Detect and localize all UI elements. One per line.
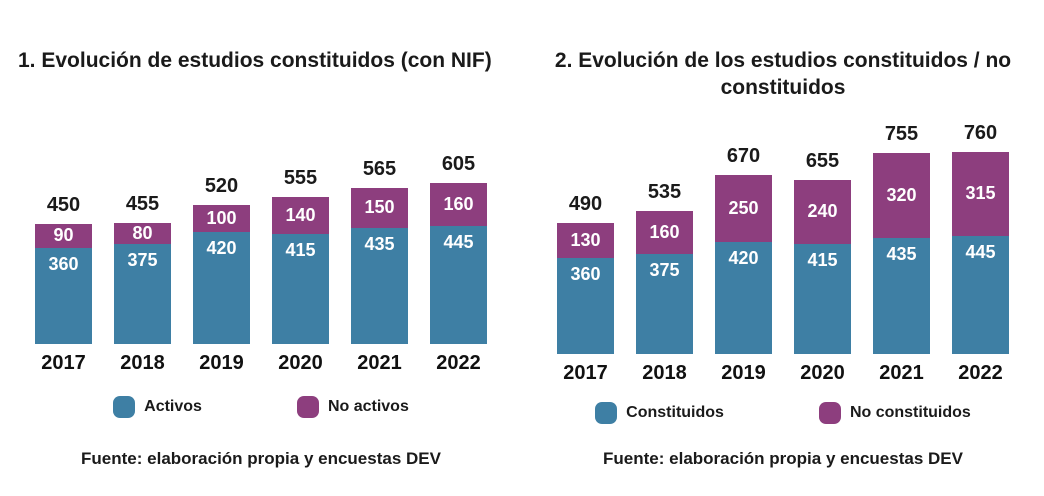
legend-label-activos: Activos [144, 397, 202, 415]
bar-segment-activos: 360 [35, 247, 92, 344]
bar-column-2021: 755 320 435 2021 [873, 123, 930, 384]
x-axis-label: 2021 [879, 361, 924, 384]
legend-label-no-constituidos: No constituidos [849, 403, 971, 421]
bars-area: 490 130 360 2017 535 160 375 2018 670 250 420 2019 6… [522, 122, 1044, 384]
bar-segment-no-activos: 140 [272, 196, 329, 234]
legend-item-constituidos: Constituidos [595, 401, 724, 424]
x-axis-label: 2017 [41, 351, 86, 374]
legend-swatch-constituidos [595, 401, 618, 424]
bar-column-2017: 450 90 360 2017 [35, 194, 92, 374]
legend-swatch-activos [113, 395, 136, 418]
bar-total-label: 535 [647, 180, 682, 203]
bar-segment-activos: 435 [351, 227, 408, 344]
bar-segment-activos: 375 [114, 243, 171, 344]
legend-item-activos: Activos [113, 395, 202, 418]
legend-swatch-no-activos [296, 395, 319, 418]
legend-item-no-constituidos: No constituidos [818, 401, 971, 424]
bars-area: 450 90 360 2017 455 80 375 2018 520 100 420 2019 555… [0, 144, 522, 374]
source-note-2: Fuente: elaboración propia y encuestas D… [603, 448, 963, 468]
bar-column-2020: 655 240 415 2020 [794, 150, 851, 384]
x-axis-label: 2018 [120, 351, 165, 374]
bar-total-label: 755 [884, 122, 919, 145]
x-axis-label: 2017 [563, 361, 608, 384]
bar-column-2022: 605 160 445 2022 [430, 153, 487, 374]
bar-column-2022: 760 315 445 2022 [952, 122, 1009, 384]
bar-column-2020: 555 140 415 2020 [272, 167, 329, 374]
bar-segment-no-activos: 100 [193, 204, 250, 232]
legend-2: Constituidos No constituidos [522, 401, 1044, 424]
bar-total-label: 605 [441, 152, 476, 175]
legend-label-no-activos: No activos [327, 397, 409, 415]
bar-column-2018: 535 160 375 2018 [636, 181, 693, 384]
bar-total-label: 555 [283, 166, 318, 189]
bar-segment-no-constituidos: 320 [873, 152, 930, 238]
bar-segment-activos: 415 [272, 233, 329, 344]
x-axis-label: 2022 [958, 361, 1003, 384]
bar-column-2018: 455 80 375 2018 [114, 193, 171, 374]
bar-total-label: 565 [362, 157, 397, 180]
bar-segment-no-activos: 150 [351, 187, 408, 228]
bar-column-2017: 490 130 360 2017 [557, 193, 614, 384]
chart-title-2: 2. Evolución de los estudios constituido… [554, 49, 1012, 99]
bar-total-label: 490 [568, 192, 603, 215]
bar-segment-constituidos: 445 [952, 235, 1009, 354]
x-axis-label: 2018 [642, 361, 687, 384]
bar-segment-no-constituidos: 130 [557, 222, 614, 258]
bar-segment-no-constituidos: 160 [636, 210, 693, 254]
legend-label-constituidos: Constituidos [626, 403, 724, 421]
bar-segment-no-constituidos: 250 [715, 174, 772, 242]
bar-column-2019: 670 250 420 2019 [715, 145, 772, 384]
bar-total-label: 450 [46, 193, 81, 216]
x-axis-label: 2019 [199, 351, 244, 374]
bar-segment-activos: 420 [193, 231, 250, 344]
bar-total-label: 655 [805, 149, 840, 172]
bar-total-label: 455 [125, 192, 160, 215]
chart-title-1: 1. Evolución de estudios constituidos (c… [18, 49, 492, 72]
bar-segment-no-activos: 160 [430, 182, 487, 226]
bar-segment-no-activos: 80 [114, 222, 171, 244]
bar-segment-no-constituidos: 240 [794, 179, 851, 244]
x-axis-label: 2022 [436, 351, 481, 374]
x-axis-label: 2020 [800, 361, 845, 384]
bar-total-label: 760 [963, 121, 998, 144]
source-note-1: Fuente: elaboración propia y encuestas D… [81, 448, 441, 468]
bar-segment-constituidos: 415 [794, 243, 851, 354]
bar-segment-constituidos: 435 [873, 237, 930, 354]
bar-segment-constituidos: 360 [557, 257, 614, 354]
bar-column-2019: 520 100 420 2019 [193, 175, 250, 374]
bar-segment-activos: 445 [430, 225, 487, 344]
bar-total-label: 520 [204, 174, 239, 197]
x-axis-label: 2020 [278, 351, 323, 374]
x-axis-label: 2019 [721, 361, 766, 384]
bar-segment-no-activos: 90 [35, 223, 92, 248]
bar-segment-no-constituidos: 315 [952, 151, 1009, 236]
x-axis-label: 2021 [357, 351, 402, 374]
chart-panel-2: 2. Evolución de los estudios constituido… [522, 0, 1044, 496]
legend-1: Activos No activos [0, 395, 522, 418]
bar-total-label: 670 [726, 144, 761, 167]
legend-swatch-no-constituidos [818, 401, 841, 424]
bar-column-2021: 565 150 435 2021 [351, 158, 408, 374]
chart-panel-1: 1. Evolución de estudios constituidos (c… [0, 49, 522, 468]
bar-segment-constituidos: 375 [636, 253, 693, 354]
bar-segment-constituidos: 420 [715, 241, 772, 354]
legend-item-no-activos: No activos [296, 395, 409, 418]
